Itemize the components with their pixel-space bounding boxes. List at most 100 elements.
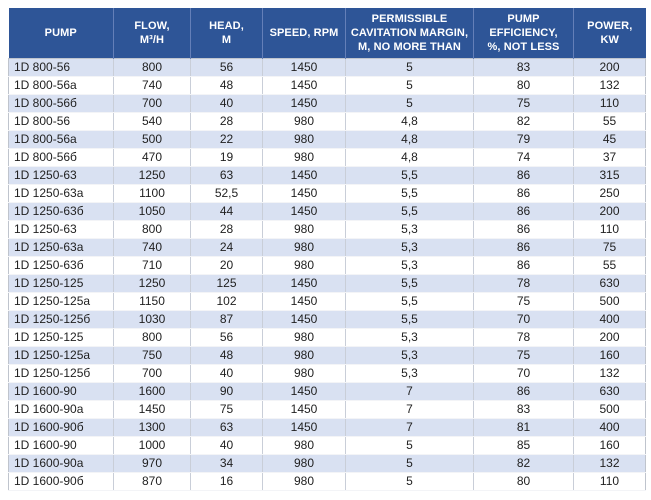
- pump-name-cell: 1D 1250-125: [8, 328, 114, 347]
- value-cell: 87: [190, 310, 263, 329]
- value-cell: 980: [262, 148, 346, 167]
- value-cell: 24: [190, 238, 263, 257]
- value-cell: 500: [573, 292, 646, 311]
- value-cell: 70: [473, 364, 574, 383]
- value-cell: 48: [190, 76, 263, 95]
- pump-name-cell: 1D 1250-125: [8, 274, 114, 293]
- pump-spec-table: PUMP FLOW, M³/H HEAD, M SPEED, RPM PERMI…: [8, 8, 646, 491]
- table-row: 1D 1600-90a 970 34 980 5 82 132: [8, 454, 646, 473]
- value-cell: 40: [190, 94, 263, 113]
- value-cell: 980: [262, 472, 346, 491]
- pump-name-cell: 1D 1250-125a: [8, 346, 114, 365]
- value-cell: 740: [113, 76, 191, 95]
- pump-spec-table-container: PUMP FLOW, M³/H HEAD, M SPEED, RPM PERMI…: [8, 8, 646, 491]
- header-head: HEAD, M: [190, 8, 263, 58]
- value-cell: 28: [190, 220, 263, 239]
- value-cell: 102: [190, 292, 263, 311]
- value-cell: 78: [473, 274, 574, 293]
- value-cell: 160: [573, 436, 646, 455]
- pump-name-cell: 1D 1600-90б: [8, 472, 114, 491]
- value-cell: 1150: [113, 292, 191, 311]
- pump-name-cell: 1D 1250-63б: [8, 256, 114, 275]
- pump-name-cell: 1D 1250-125б: [8, 364, 114, 383]
- value-cell: 5: [345, 94, 474, 113]
- value-cell: 800: [113, 220, 191, 239]
- table-row: 1D 1250-63a 740 24 980 5,3 86 75: [8, 238, 646, 257]
- value-cell: 40: [190, 364, 263, 383]
- value-cell: 1450: [262, 76, 346, 95]
- value-cell: 86: [473, 220, 574, 239]
- value-cell: 1600: [113, 382, 191, 401]
- value-cell: 1450: [262, 58, 346, 77]
- value-cell: 74: [473, 148, 574, 167]
- value-cell: 400: [573, 310, 646, 329]
- value-cell: 75: [473, 346, 574, 365]
- value-cell: 132: [573, 454, 646, 473]
- table-row: 1D 800-56б 470 19 980 4,8 74 37: [8, 148, 646, 167]
- value-cell: 500: [113, 130, 191, 149]
- value-cell: 710: [113, 256, 191, 275]
- value-cell: 4,8: [345, 130, 474, 149]
- value-cell: 1000: [113, 436, 191, 455]
- value-cell: 980: [262, 346, 346, 365]
- value-cell: 86: [473, 238, 574, 257]
- value-cell: 19: [190, 148, 263, 167]
- value-cell: 83: [473, 400, 574, 419]
- value-cell: 980: [262, 328, 346, 347]
- table-row: 1D 1250-63 800 28 980 5,3 86 110: [8, 220, 646, 239]
- value-cell: 5: [345, 76, 474, 95]
- table-row: 1D 1600-90б 1300 63 1450 7 81 400: [8, 418, 646, 437]
- header-speed: SPEED, RPM: [262, 8, 346, 58]
- value-cell: 5,5: [345, 292, 474, 311]
- value-cell: 160: [573, 346, 646, 365]
- value-cell: 1450: [113, 400, 191, 419]
- value-cell: 1450: [262, 310, 346, 329]
- value-cell: 34: [190, 454, 263, 473]
- header-power: POWER, KW: [573, 8, 646, 58]
- table-row: 1D 1250-125 800 56 980 5,3 78 200: [8, 328, 646, 347]
- value-cell: 48: [190, 346, 263, 365]
- value-cell: 132: [573, 364, 646, 383]
- table-row: 1D 1250-63a 1100 52,5 1450 5,5 86 250: [8, 184, 646, 203]
- value-cell: 110: [573, 94, 646, 113]
- table-row: 1D 1250-63б 710 20 980 5,3 86 55: [8, 256, 646, 275]
- value-cell: 75: [473, 94, 574, 113]
- value-cell: 80: [473, 472, 574, 491]
- table-row: 1D 1250-125a 1150 102 1450 5,5 75 500: [8, 292, 646, 311]
- value-cell: 132: [573, 76, 646, 95]
- value-cell: 40: [190, 436, 263, 455]
- table-row: 1D 1250-125 1250 125 1450 5,5 78 630: [8, 274, 646, 293]
- value-cell: 81: [473, 418, 574, 437]
- value-cell: 70: [473, 310, 574, 329]
- value-cell: 5,3: [345, 238, 474, 257]
- table-row: 1D 800-56б 700 40 1450 5 75 110: [8, 94, 646, 113]
- value-cell: 5,3: [345, 220, 474, 239]
- value-cell: 63: [190, 166, 263, 185]
- value-cell: 5,3: [345, 364, 474, 383]
- table-row: 1D 800-56a 740 48 1450 5 80 132: [8, 76, 646, 95]
- value-cell: 63: [190, 418, 263, 437]
- value-cell: 5,3: [345, 346, 474, 365]
- value-cell: 22: [190, 130, 263, 149]
- value-cell: 980: [262, 112, 346, 131]
- pump-name-cell: 1D 1600-90: [8, 436, 114, 455]
- value-cell: 82: [473, 454, 574, 473]
- value-cell: 1450: [262, 418, 346, 437]
- value-cell: 1450: [262, 292, 346, 311]
- table-row: 1D 800-56 540 28 980 4,8 82 55: [8, 112, 646, 131]
- table-header: PUMP FLOW, M³/H HEAD, M SPEED, RPM PERMI…: [8, 8, 646, 58]
- value-cell: 870: [113, 472, 191, 491]
- value-cell: 750: [113, 346, 191, 365]
- pump-name-cell: 1D 1250-63a: [8, 184, 114, 203]
- value-cell: 1250: [113, 274, 191, 293]
- value-cell: 56: [190, 58, 263, 77]
- pump-name-cell: 1D 800-56б: [8, 148, 114, 167]
- value-cell: 110: [573, 472, 646, 491]
- value-cell: 79: [473, 130, 574, 149]
- value-cell: 5,3: [345, 328, 474, 347]
- value-cell: 740: [113, 238, 191, 257]
- value-cell: 1450: [262, 274, 346, 293]
- table-row: 1D 1600-90 1600 90 1450 7 86 630: [8, 382, 646, 401]
- value-cell: 970: [113, 454, 191, 473]
- value-cell: 20: [190, 256, 263, 275]
